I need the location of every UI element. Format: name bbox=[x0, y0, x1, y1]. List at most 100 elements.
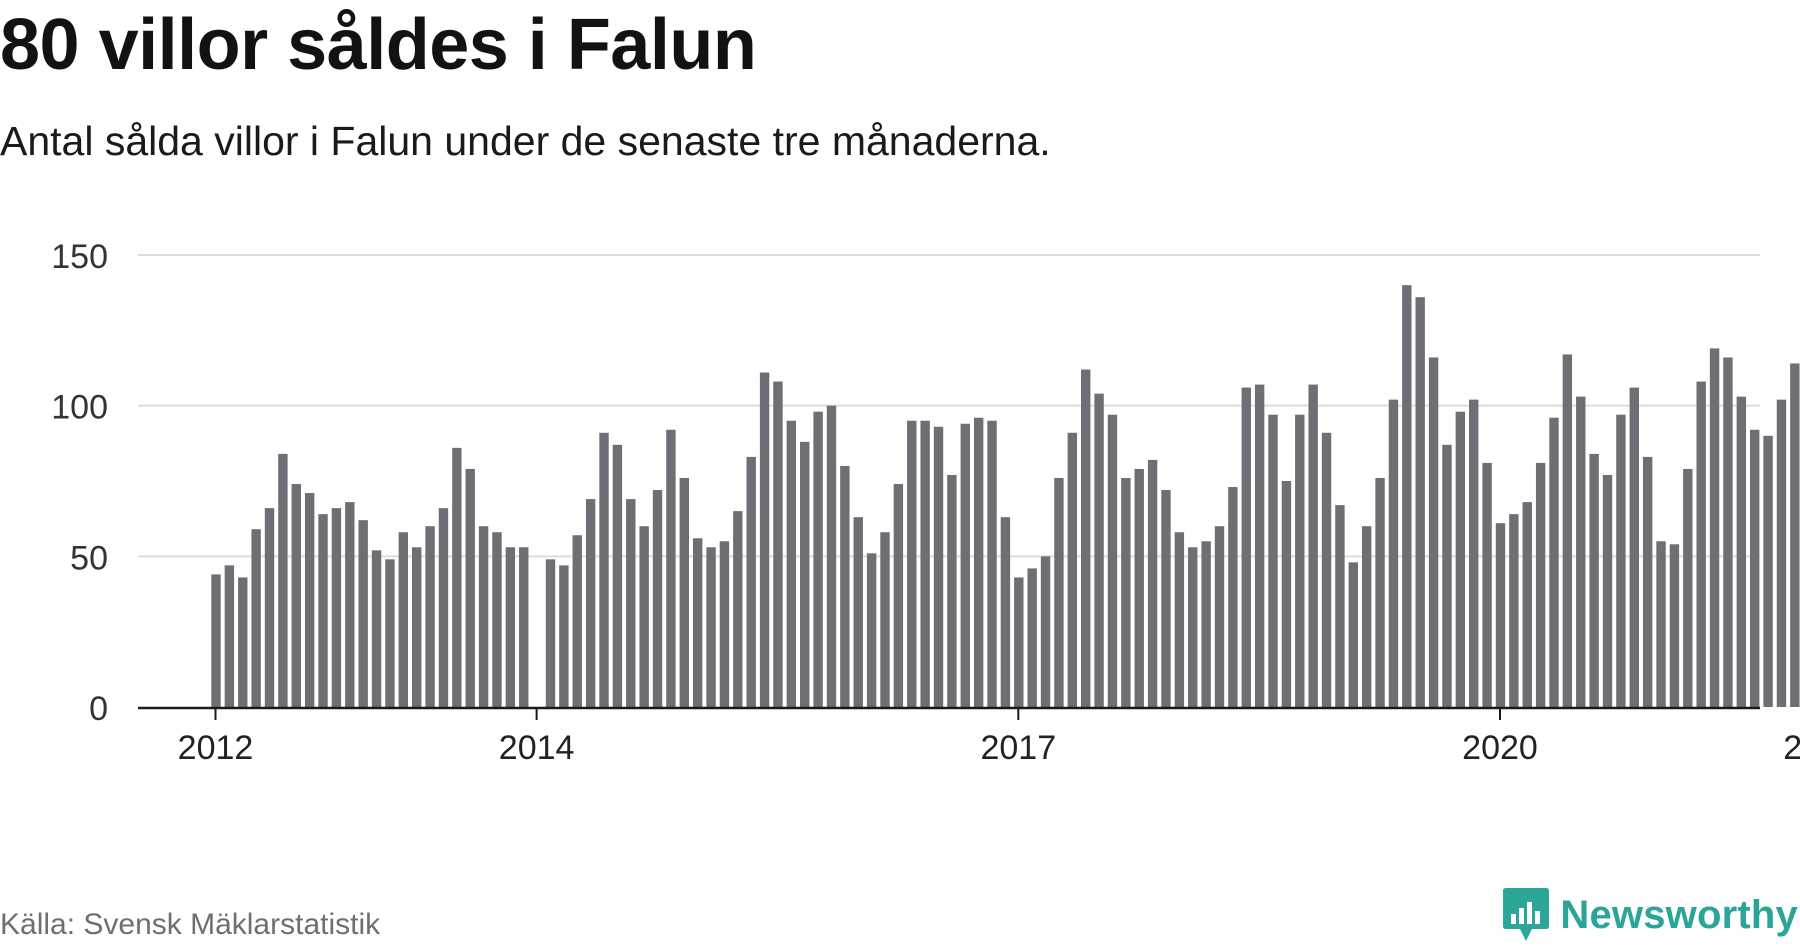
bar bbox=[1669, 544, 1680, 707]
bar bbox=[211, 574, 221, 707]
bar bbox=[371, 550, 382, 707]
bar bbox=[1295, 414, 1305, 707]
bar bbox=[1428, 357, 1439, 707]
bars bbox=[211, 285, 1800, 707]
bar bbox=[358, 520, 368, 707]
x-tick-label: 2012 bbox=[178, 729, 254, 767]
bar bbox=[492, 532, 502, 707]
x-tick-label: 2017 bbox=[980, 729, 1056, 767]
bar bbox=[465, 468, 475, 707]
bar bbox=[1763, 435, 1773, 707]
y-tick-label: 0 bbox=[89, 690, 108, 728]
bar bbox=[960, 423, 970, 707]
bar bbox=[572, 535, 582, 707]
bar bbox=[1161, 490, 1171, 707]
bar bbox=[853, 517, 863, 707]
bar bbox=[733, 511, 743, 707]
bar bbox=[813, 411, 823, 707]
bar bbox=[1147, 459, 1158, 707]
chart-subtitle: Antal sålda villor i Falun under de sena… bbox=[0, 118, 1051, 164]
bar bbox=[1054, 477, 1064, 707]
bar bbox=[1040, 556, 1051, 707]
bar bbox=[1094, 393, 1104, 707]
bar bbox=[519, 547, 529, 707]
bar bbox=[1642, 456, 1653, 707]
bar bbox=[345, 502, 355, 707]
bar bbox=[1683, 468, 1693, 707]
bar bbox=[1361, 526, 1372, 707]
bar bbox=[973, 417, 984, 707]
bar bbox=[1629, 387, 1639, 707]
bar bbox=[1081, 369, 1091, 707]
bar bbox=[893, 484, 904, 707]
bar bbox=[1375, 477, 1385, 707]
bar bbox=[452, 447, 462, 707]
bar bbox=[1455, 411, 1466, 707]
bar bbox=[398, 532, 409, 707]
bar bbox=[1602, 474, 1613, 707]
bar bbox=[1388, 399, 1399, 707]
bar bbox=[666, 429, 676, 707]
chart-title: 80 villor såldes i Falun bbox=[0, 5, 757, 85]
bar bbox=[1254, 384, 1265, 707]
bar bbox=[559, 565, 569, 707]
bar bbox=[1241, 387, 1251, 707]
bar bbox=[1750, 429, 1760, 707]
bar bbox=[692, 538, 703, 707]
bar bbox=[1589, 453, 1599, 707]
y-tick-label: 150 bbox=[51, 238, 108, 276]
bar bbox=[1402, 285, 1412, 707]
bar bbox=[626, 499, 636, 707]
bar bbox=[1709, 348, 1720, 707]
bar bbox=[385, 559, 395, 707]
bar bbox=[318, 514, 328, 707]
bar bbox=[773, 381, 783, 707]
bar bbox=[639, 526, 649, 707]
bar bbox=[1616, 414, 1626, 707]
bar bbox=[224, 565, 235, 707]
bar bbox=[1415, 297, 1425, 707]
bar bbox=[1027, 568, 1037, 707]
bar bbox=[1214, 526, 1225, 707]
bar bbox=[251, 529, 261, 707]
x-tick-label: 2022 bbox=[1783, 729, 1800, 767]
bar bbox=[987, 420, 997, 707]
bar bbox=[933, 426, 944, 707]
brand-logo[interactable]: Newsworthy bbox=[1502, 886, 1798, 944]
bar bbox=[1535, 462, 1546, 707]
bar bbox=[291, 484, 301, 707]
bar bbox=[1321, 432, 1332, 707]
bar bbox=[331, 508, 342, 707]
bar bbox=[1121, 477, 1131, 707]
bar bbox=[1067, 432, 1078, 707]
bar bbox=[1174, 532, 1185, 707]
bar bbox=[612, 444, 623, 707]
bar bbox=[1201, 541, 1211, 707]
bar bbox=[505, 547, 516, 707]
bar bbox=[1576, 396, 1586, 707]
bar bbox=[746, 456, 756, 707]
bar bbox=[786, 420, 797, 707]
bar bbox=[1522, 502, 1532, 707]
bar bbox=[1188, 547, 1198, 707]
bar bbox=[679, 477, 689, 707]
bar bbox=[478, 526, 489, 707]
bar bbox=[1509, 514, 1519, 707]
bar bbox=[1014, 577, 1024, 707]
bar bbox=[438, 508, 449, 707]
bar bbox=[800, 441, 810, 707]
x-tick-label: 2014 bbox=[499, 729, 575, 767]
bar bbox=[1656, 541, 1666, 707]
bar bbox=[866, 553, 877, 707]
bar bbox=[1562, 354, 1573, 707]
x-tick-label: 2020 bbox=[1462, 729, 1538, 767]
bar bbox=[1549, 417, 1559, 707]
bar bbox=[719, 541, 730, 707]
bar bbox=[599, 432, 609, 707]
bar bbox=[304, 493, 315, 707]
bar bbox=[238, 577, 248, 707]
bar bbox=[425, 526, 435, 707]
x-axis-ticks: 2012 2014 2017 2020 2022 bbox=[178, 708, 1800, 767]
bar bbox=[907, 420, 917, 707]
